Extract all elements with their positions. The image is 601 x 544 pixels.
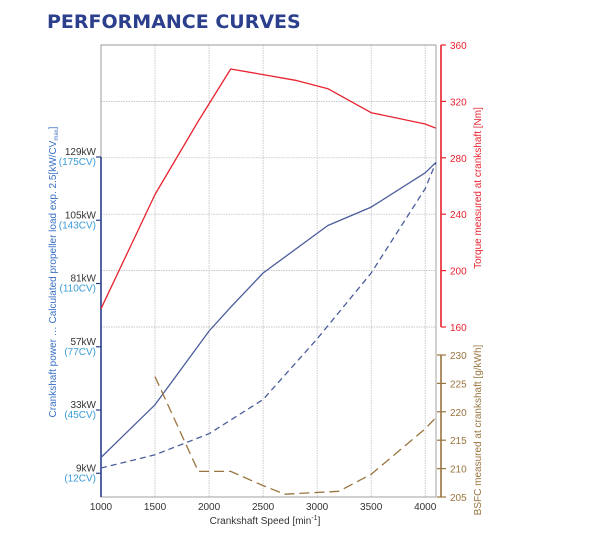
left-tick-kw-label-3: 81kW [70,274,96,285]
left-tick-cv-label-2: (77CV) [64,347,96,358]
torque-tick-label-4: 320 [450,97,467,108]
series-group [100,68,437,495]
x-tick-label-0: 1000 [90,502,113,513]
x-axis-label-sup: -1 [311,515,317,522]
left-axis-label-part1: Crankshaft power [48,338,59,417]
left-tick-kw-label-5: 129kW [65,147,97,158]
series-bsfc-line [154,376,437,495]
x-tick-label-6: 4000 [414,502,437,513]
torque-tick-label-3: 280 [450,154,467,165]
left-tick-kw-label-2: 57kW [70,337,96,348]
bsfc-tick-label-5: 230 [450,351,467,362]
x-tick-label-2: 2000 [198,502,221,513]
torque-tick-label-5: 360 [450,41,467,52]
chart-title: PERFORMANCE CURVES [47,11,301,33]
series-propeller-line [100,162,437,469]
grid [100,44,437,498]
x-tick-label-3: 2500 [252,502,275,513]
torque-axis-label: Torque measured at crankshaft [Nm] [473,107,484,269]
x-axis-label-main: Crankshaft Speed [min [210,516,312,527]
left-tick-kw-label-0: 9kW [76,463,97,474]
x-axis-label: Crankshaft Speed [min-1] [210,515,321,527]
bsfc-axis-label: BSFC measured at crankshaft [g/kWh] [473,344,484,515]
x-tick-label-5: 3500 [360,502,383,513]
x-tick-label-1: 1500 [144,502,167,513]
x-tick-label-4: 3000 [306,502,329,513]
left-tick-cv-label-3: (110CV) [60,284,97,295]
plot-frame [100,44,437,498]
bsfc-tick-label-1: 210 [450,465,467,476]
left-tick-cv-label-4: (143CV) [59,220,96,231]
series-torque-line [100,68,437,309]
left-tick-cv-label-5: (175CV) [59,157,96,168]
bsfc-tick-label-3: 220 [450,408,467,419]
series-power-line [100,161,437,458]
left-tick-cv-label-1: (45CV) [64,410,96,421]
left-tick-kw-label-4: 105kW [65,210,97,221]
axes [96,44,446,498]
bsfc-tick-label-0: 205 [450,493,467,504]
bsfc-tick-label-2: 215 [450,436,467,447]
torque-tick-label-2: 240 [450,210,467,221]
x-axis-label-end: ] [318,516,321,527]
left-axis-label-part2: Calculated propeller load exp. 2.5[kW/CV [48,140,59,323]
torque-tick-label-1: 200 [450,267,467,278]
torque-tick-label-0: 160 [450,323,467,334]
tick-labels: 1000 1500 2000 2500 3000 3500 4000 9kW(12CV) 33k… [59,41,467,513]
left-tick-cv-label-0: (12CV) [64,473,96,484]
left-axis-label: Crankshaft power … Calculated propeller … [48,126,60,417]
bsfc-tick-label-4: 225 [450,379,467,390]
left-axis-label-end: ] [48,126,59,129]
left-axis-label-sub: max [54,129,60,140]
left-tick-kw-label-1: 33kW [70,400,96,411]
